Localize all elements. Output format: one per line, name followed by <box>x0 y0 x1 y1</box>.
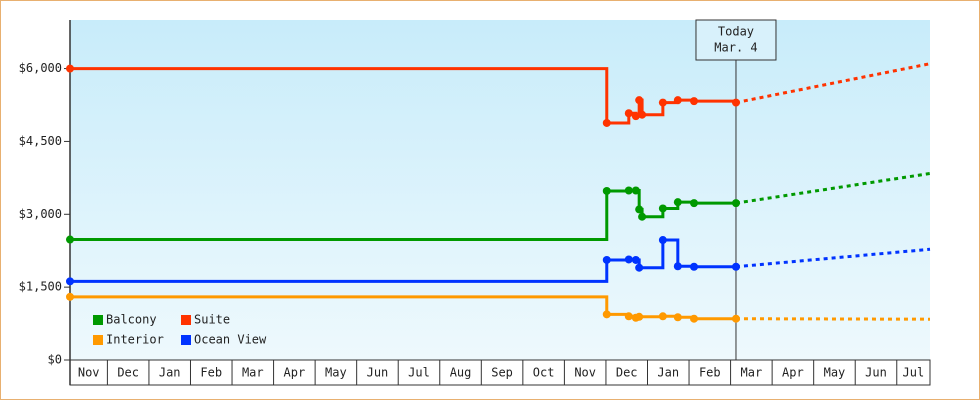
legend-swatch <box>181 335 191 345</box>
x-tick-label: May <box>325 366 347 380</box>
point <box>635 312 644 321</box>
point <box>631 186 640 195</box>
forecast-line <box>735 62 931 105</box>
point <box>635 263 644 272</box>
plot-area <box>70 20 930 360</box>
point <box>624 312 633 321</box>
x-tick-label: Mar <box>741 366 763 380</box>
x-tick-label: Oct <box>533 366 555 380</box>
x-tick-label: Jul <box>408 366 430 380</box>
legend-label: Interior <box>106 333 164 347</box>
point <box>731 314 740 323</box>
point <box>624 109 633 118</box>
point <box>631 255 640 264</box>
point <box>673 198 682 207</box>
legend-swatch <box>93 335 103 345</box>
point <box>673 313 682 322</box>
point <box>690 97 699 106</box>
x-tick-label: Jun <box>865 366 887 380</box>
point <box>731 98 740 107</box>
legend-label: Ocean View <box>194 333 267 347</box>
today-label: Today <box>718 25 754 39</box>
point <box>638 212 647 221</box>
x-tick-label: Jan <box>159 366 181 380</box>
point <box>635 205 644 214</box>
legend-swatch <box>181 315 191 325</box>
y-tick-label: $3,000 <box>19 207 62 221</box>
x-tick-label: Apr <box>782 366 804 380</box>
x-tick-label: Aug <box>450 366 472 380</box>
point <box>673 96 682 105</box>
point <box>658 204 667 213</box>
x-tick-label: Dec <box>117 366 139 380</box>
x-tick-label: Jun <box>367 366 389 380</box>
y-tick-label: $4,500 <box>19 134 62 148</box>
forecast-line <box>735 247 931 269</box>
point <box>635 96 644 105</box>
point <box>602 310 611 319</box>
today-box <box>695 19 777 61</box>
x-tick-label: Nov <box>574 366 596 380</box>
x-tick-label: Jan <box>657 366 679 380</box>
point <box>731 199 740 208</box>
x-tick-label: Jul <box>903 366 925 380</box>
x-tick-label: May <box>824 366 846 380</box>
point <box>658 236 667 245</box>
x-tick-label: Sep <box>491 366 513 380</box>
today-label: Mar. 4 <box>714 41 757 55</box>
y-tick-label: $6,000 <box>19 61 62 75</box>
x-tick-label: Mar <box>242 366 264 380</box>
legend-label: Suite <box>194 313 230 327</box>
point <box>66 277 74 286</box>
x-tick-label: Apr <box>284 366 306 380</box>
point <box>66 292 74 301</box>
point <box>631 112 640 121</box>
point <box>690 199 699 208</box>
x-tick-label: Feb <box>200 366 222 380</box>
y-tick-label: $1,500 <box>19 280 62 294</box>
point <box>690 262 699 271</box>
legend-label: Balcony <box>106 313 157 327</box>
x-tick-label: Dec <box>616 366 638 380</box>
point <box>602 186 611 195</box>
point <box>690 314 699 323</box>
x-tick-label: Feb <box>699 366 721 380</box>
point <box>66 64 74 73</box>
y-tick-label: $0 <box>48 353 62 367</box>
point <box>658 98 667 107</box>
point <box>624 186 633 195</box>
point <box>638 110 647 119</box>
legend-swatch <box>93 315 103 325</box>
x-tick-label: Nov <box>78 366 100 380</box>
point <box>66 235 74 244</box>
point <box>673 262 682 271</box>
point <box>731 262 740 271</box>
forecast-line <box>735 172 931 205</box>
point <box>602 118 611 127</box>
point <box>602 255 611 264</box>
point <box>658 312 667 321</box>
point <box>624 255 633 264</box>
